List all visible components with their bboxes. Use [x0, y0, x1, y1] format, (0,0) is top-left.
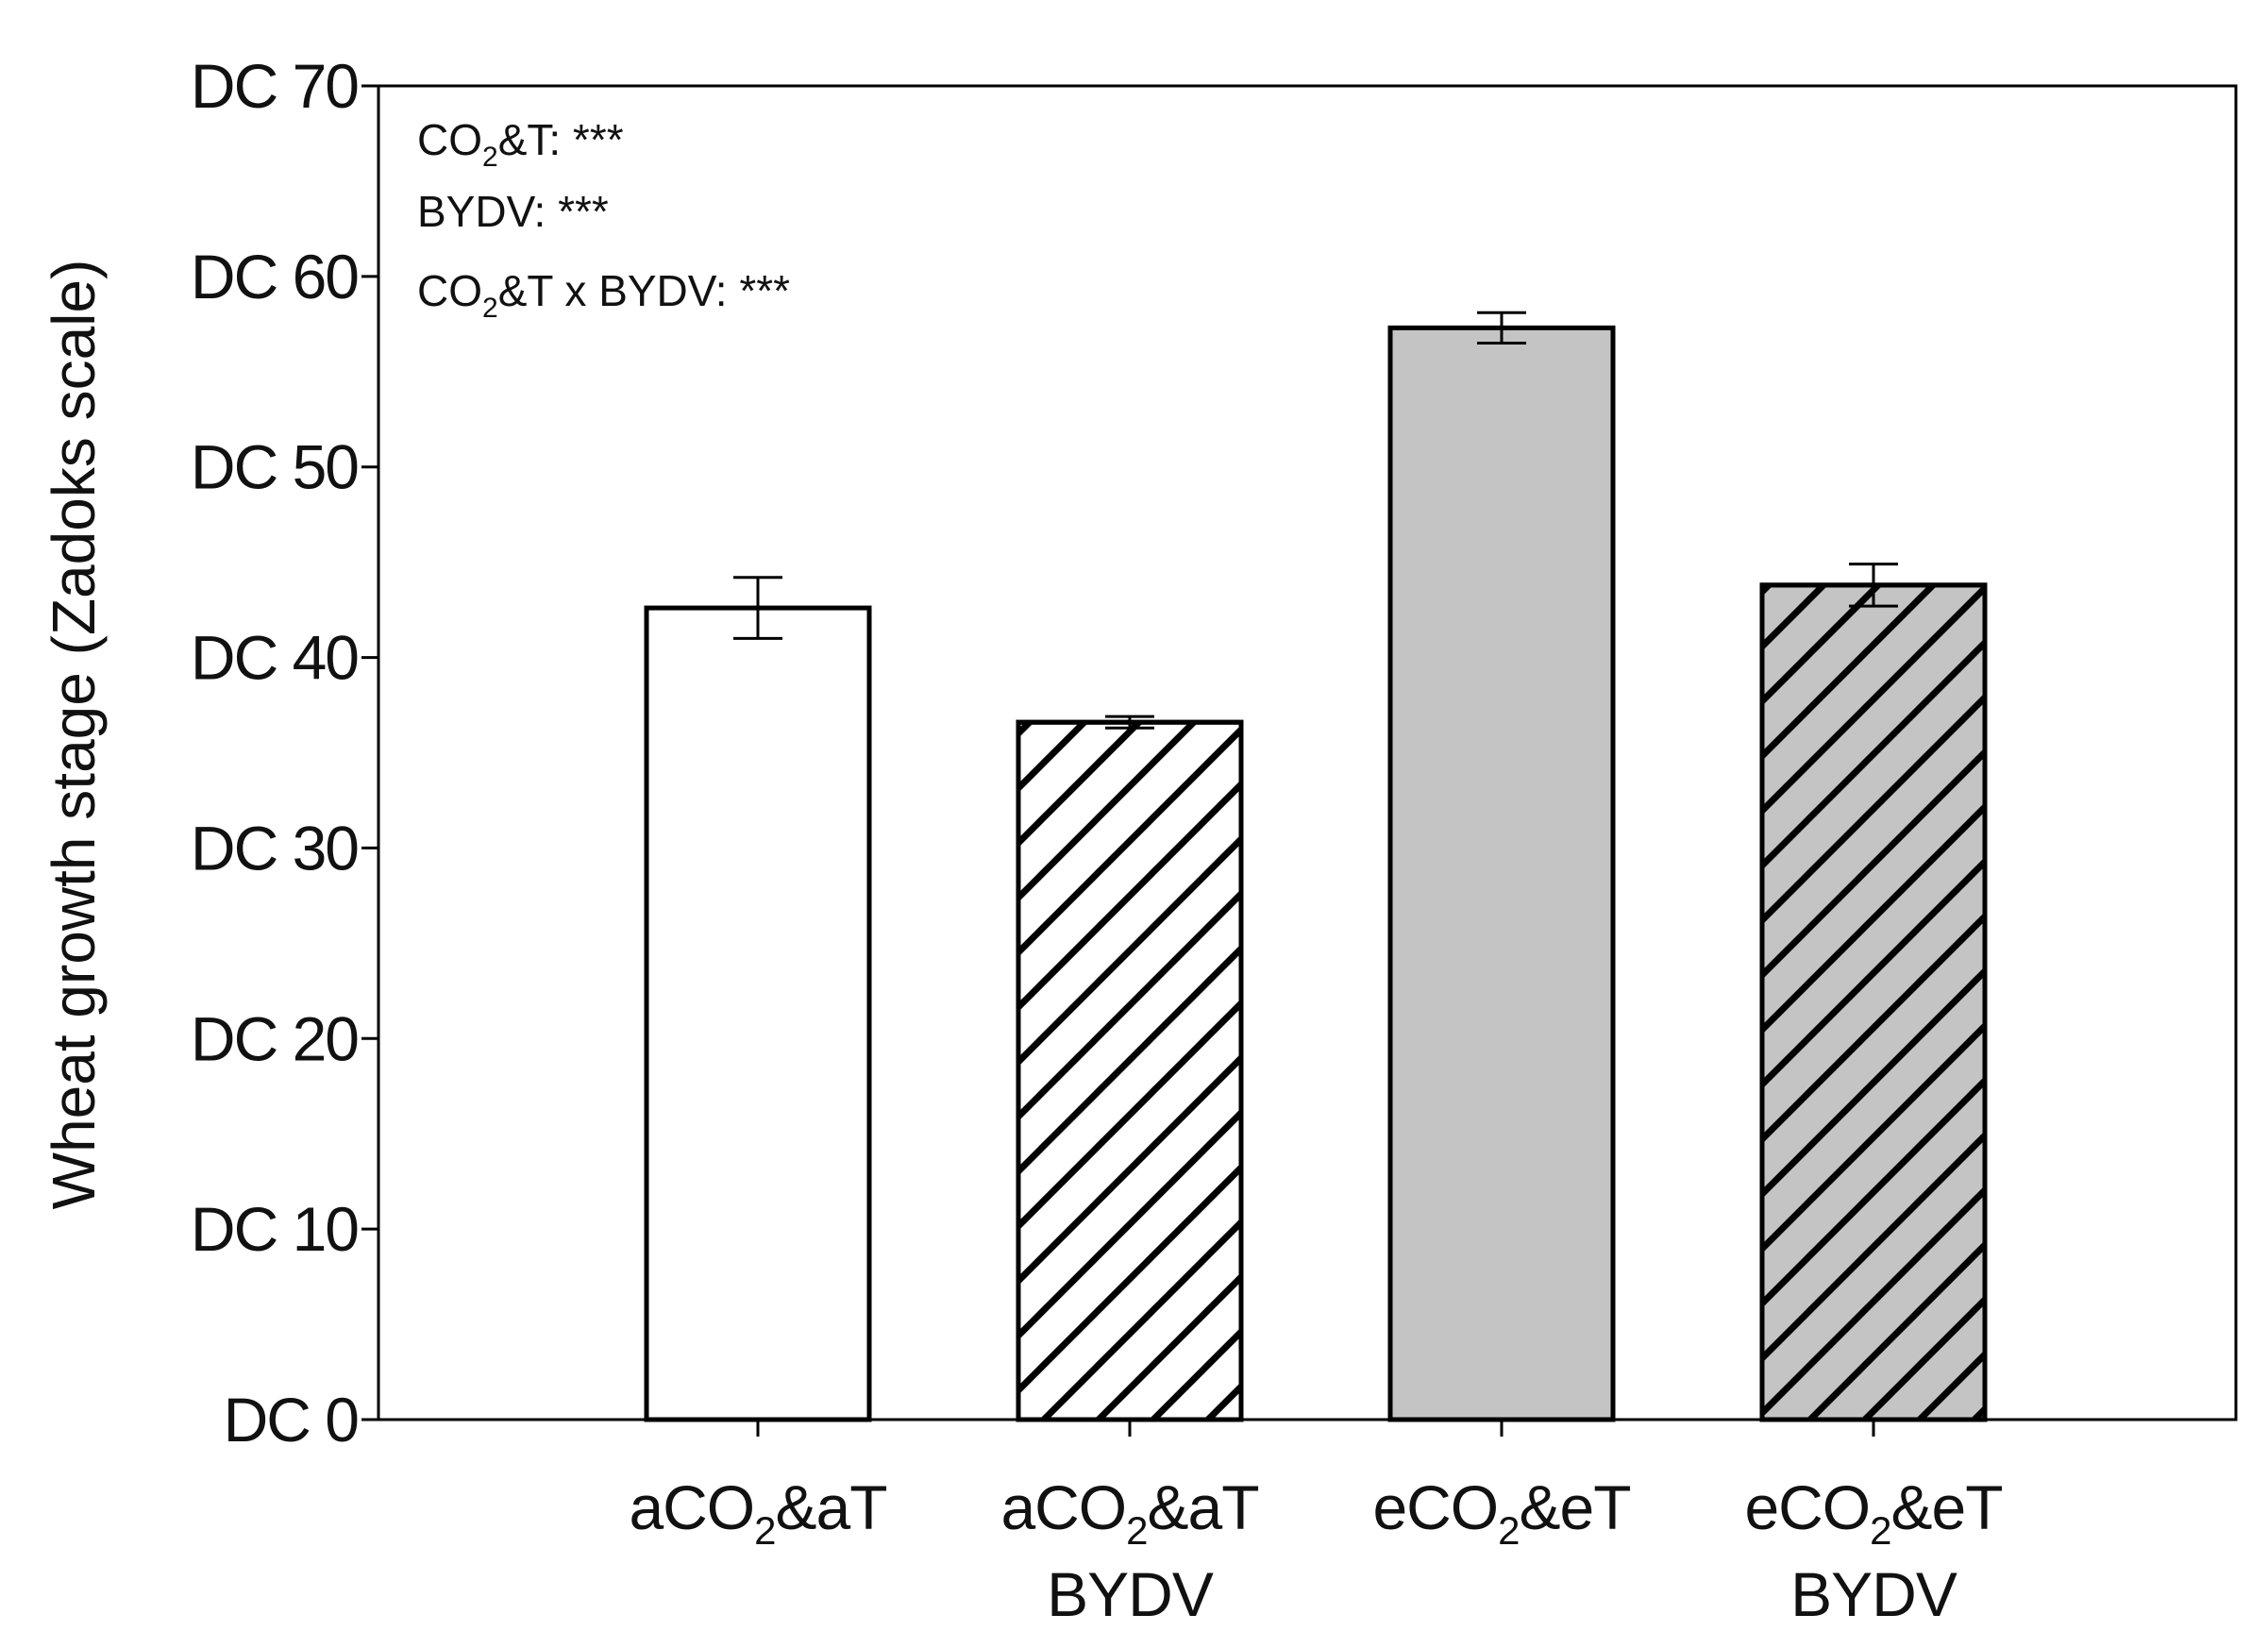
- y-axis: DC 0 DC 10 DC 20 DC 30 DC 40 DC 50 DC 60 DC 70: [191, 51, 378, 1455]
- y-tick-label: DC 30: [191, 813, 358, 883]
- stat-line: CO2&T x BYDV: ***: [417, 266, 790, 324]
- stat-line: BYDV: ***: [417, 187, 609, 236]
- bars-layer: [644, 325, 1988, 1422]
- error-bars-layer: [733, 311, 1898, 730]
- bar-hatch: [1759, 582, 1988, 1422]
- y-tick-label: DC 20: [191, 1003, 358, 1073]
- statistics-annotation: CO2&T: *** BYDV: *** CO2&T x BYDV: ***: [417, 115, 790, 324]
- bar: [644, 605, 872, 1422]
- x-tick-label-line2: BYDV: [1790, 1559, 1957, 1629]
- plot-frame: [377, 84, 2238, 1421]
- x-tick-label: aCO2&aT: [629, 1472, 886, 1553]
- x-tick-label: eCO2&eT: [1744, 1472, 2002, 1553]
- bar: [1387, 325, 1616, 1422]
- x-tick-label-line2: BYDV: [1047, 1559, 1214, 1629]
- stat-line: CO2&T: ***: [417, 115, 624, 173]
- y-tick-label: DC 50: [191, 432, 358, 502]
- y-tick-label: DC 0: [224, 1385, 359, 1455]
- y-axis-label: Wheat growth stage (Zadoks scale): [40, 260, 108, 1210]
- y-tick-label: DC 40: [191, 623, 358, 693]
- x-tick-label: eCO2&eT: [1372, 1472, 1630, 1553]
- x-tick-label: aCO2&aT: [1000, 1472, 1258, 1553]
- bar-hatch: [1016, 719, 1244, 1422]
- y-tick-label: DC 70: [191, 51, 358, 121]
- y-tick-label: DC 10: [191, 1194, 358, 1264]
- y-tick-label: DC 60: [191, 242, 358, 311]
